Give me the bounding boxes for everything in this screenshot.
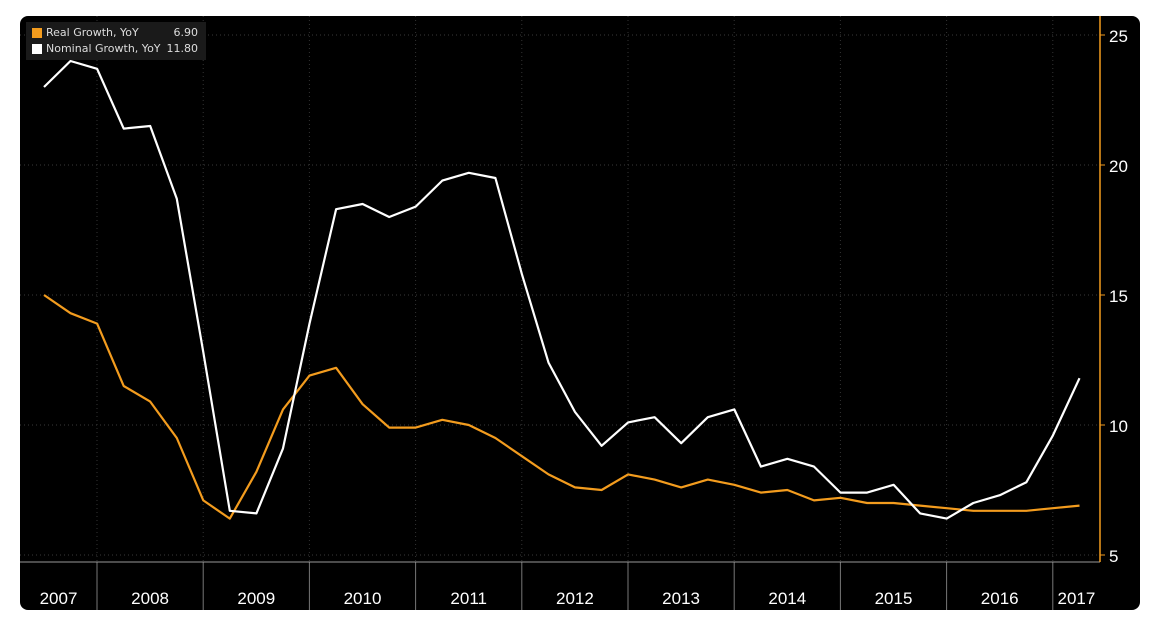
x-tick-label: 2017 xyxy=(1057,589,1095,608)
legend-label: Real Growth, YoY xyxy=(46,26,139,39)
y-tick-label: 20 xyxy=(1109,157,1128,176)
legend-item-nominal: Nominal Growth, YoY 11.80 xyxy=(32,41,198,57)
line-chart: 5 10 15 20 25 2007 2008 2009 2010 2011 2012 2013 201… xyxy=(20,16,1128,610)
x-tick-label: 2009 xyxy=(237,589,275,608)
legend-label: Nominal Growth, YoY xyxy=(46,42,161,55)
x-tick-label: 2014 xyxy=(768,589,806,608)
y-tick-label: 15 xyxy=(1109,287,1128,306)
legend-swatch-real xyxy=(32,28,42,38)
y-tick-label: 25 xyxy=(1109,27,1128,46)
legend: Real Growth, YoY 6.90 Nominal Growth, Yo… xyxy=(26,22,206,60)
y-tick-label: 5 xyxy=(1109,547,1118,566)
series-line-nominal xyxy=(43,59,1081,520)
legend-item-real: Real Growth, YoY 6.90 xyxy=(32,25,198,41)
legend-value: 6.90 xyxy=(173,26,199,39)
chart-card: 5 10 15 20 25 2007 2008 2009 2010 2011 2012 2013 201… xyxy=(20,16,1140,610)
x-tick-label: 2015 xyxy=(875,589,913,608)
x-tick-label: 2008 xyxy=(131,589,169,608)
series-line-real xyxy=(43,294,1080,520)
x-tick-label: 2016 xyxy=(981,589,1019,608)
legend-value: 11.80 xyxy=(166,42,199,55)
x-tick-label: 2007 xyxy=(40,589,78,608)
x-tick-label: 2012 xyxy=(556,589,594,608)
x-tick-label: 2011 xyxy=(450,589,487,608)
x-tick-label: 2013 xyxy=(662,589,700,608)
x-tick-label: 2010 xyxy=(344,589,382,608)
legend-swatch-nominal xyxy=(32,44,42,54)
y-tick-label: 10 xyxy=(1109,417,1128,436)
